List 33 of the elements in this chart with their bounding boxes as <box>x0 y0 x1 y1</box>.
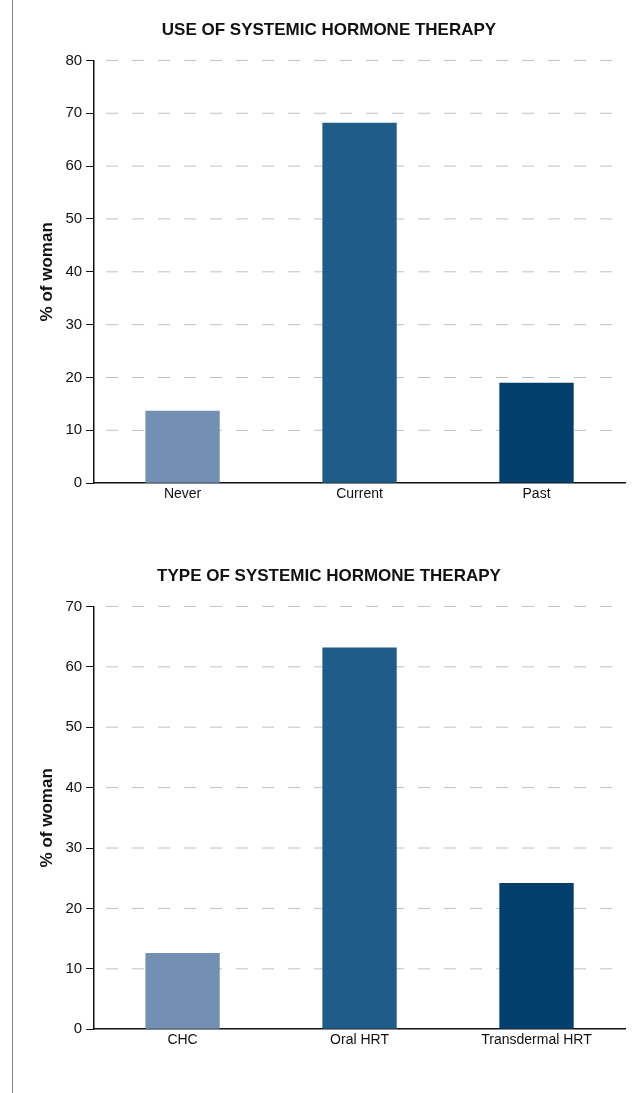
y-tick-label: 10 <box>65 420 83 438</box>
y-tick-label: 50 <box>65 717 83 735</box>
y-tick-label: 50 <box>65 209 83 227</box>
y-tick-label: 70 <box>65 103 83 121</box>
bar <box>499 382 574 483</box>
x-tick-label: Current <box>336 485 383 502</box>
bar <box>322 122 397 483</box>
bar <box>145 953 220 1029</box>
y-axis-title: % of woman <box>36 768 56 868</box>
y-tick-label: 80 <box>65 50 83 68</box>
y-tick-label: 40 <box>65 261 83 279</box>
x-tick-label: Past <box>522 485 551 502</box>
y-tick-label: 0 <box>73 473 83 491</box>
y-tick-label: 60 <box>65 656 83 674</box>
bar <box>145 410 220 483</box>
y-tick-label: 20 <box>65 367 83 385</box>
bar <box>322 647 397 1029</box>
y-tick-label: 30 <box>65 314 83 332</box>
x-tick-label: CHC <box>167 1031 198 1048</box>
chart-title: TYPE OF SYSTEMIC HORMONE THERAPY <box>157 565 502 585</box>
bar <box>499 883 574 1029</box>
y-tick-label: 70 <box>65 596 83 614</box>
x-tick-label: Transdermal HRT <box>481 1031 593 1048</box>
y-tick-label: 60 <box>65 156 83 174</box>
y-tick-label: 40 <box>65 777 83 795</box>
y-axis-title: % of woman <box>36 222 56 322</box>
y-tick-label: 20 <box>65 898 83 916</box>
y-tick-label: 10 <box>65 958 83 976</box>
y-tick-label: 0 <box>73 1019 83 1037</box>
chart-title: USE OF SYSTEMIC HORMONE THERAPY <box>161 19 497 39</box>
y-tick-label: 30 <box>65 838 83 856</box>
x-tick-label: Oral HRT <box>330 1031 390 1048</box>
x-tick-label: Never <box>163 485 202 502</box>
